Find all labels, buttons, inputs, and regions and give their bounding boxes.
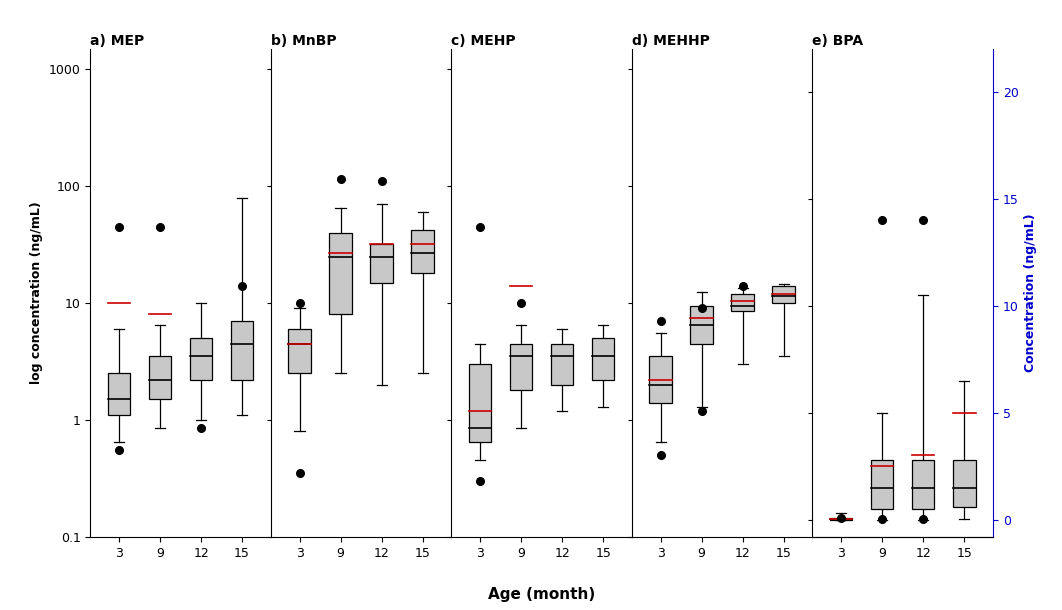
Bar (329, 233, 352, 314)
Bar (690, 306, 713, 343)
Bar (649, 356, 672, 403)
Bar (149, 356, 171, 400)
Text: Age (month): Age (month) (489, 587, 595, 602)
Bar (371, 244, 393, 282)
Bar (772, 286, 795, 303)
Bar (510, 343, 532, 390)
Y-axis label: log concentration (ng/mL): log concentration (ng/mL) (30, 201, 44, 384)
Bar (107, 373, 131, 415)
Bar (871, 460, 893, 509)
Text: c) MEHP: c) MEHP (451, 34, 516, 48)
Bar (732, 294, 754, 311)
Bar (551, 343, 573, 385)
Text: a) MEP: a) MEP (90, 34, 144, 48)
Bar (912, 460, 935, 509)
Bar (592, 339, 615, 380)
Y-axis label: Concentration (ng/mL): Concentration (ng/mL) (1024, 214, 1038, 372)
Text: e) BPA: e) BPA (812, 34, 863, 48)
Text: d) MEHHP: d) MEHHP (632, 34, 709, 48)
Bar (288, 329, 311, 373)
Bar (190, 339, 212, 380)
Bar (411, 230, 434, 273)
Bar (230, 321, 254, 380)
Bar (468, 364, 492, 442)
Text: b) MnBP: b) MnBP (271, 34, 337, 48)
Bar (953, 460, 976, 507)
Bar (829, 517, 853, 520)
